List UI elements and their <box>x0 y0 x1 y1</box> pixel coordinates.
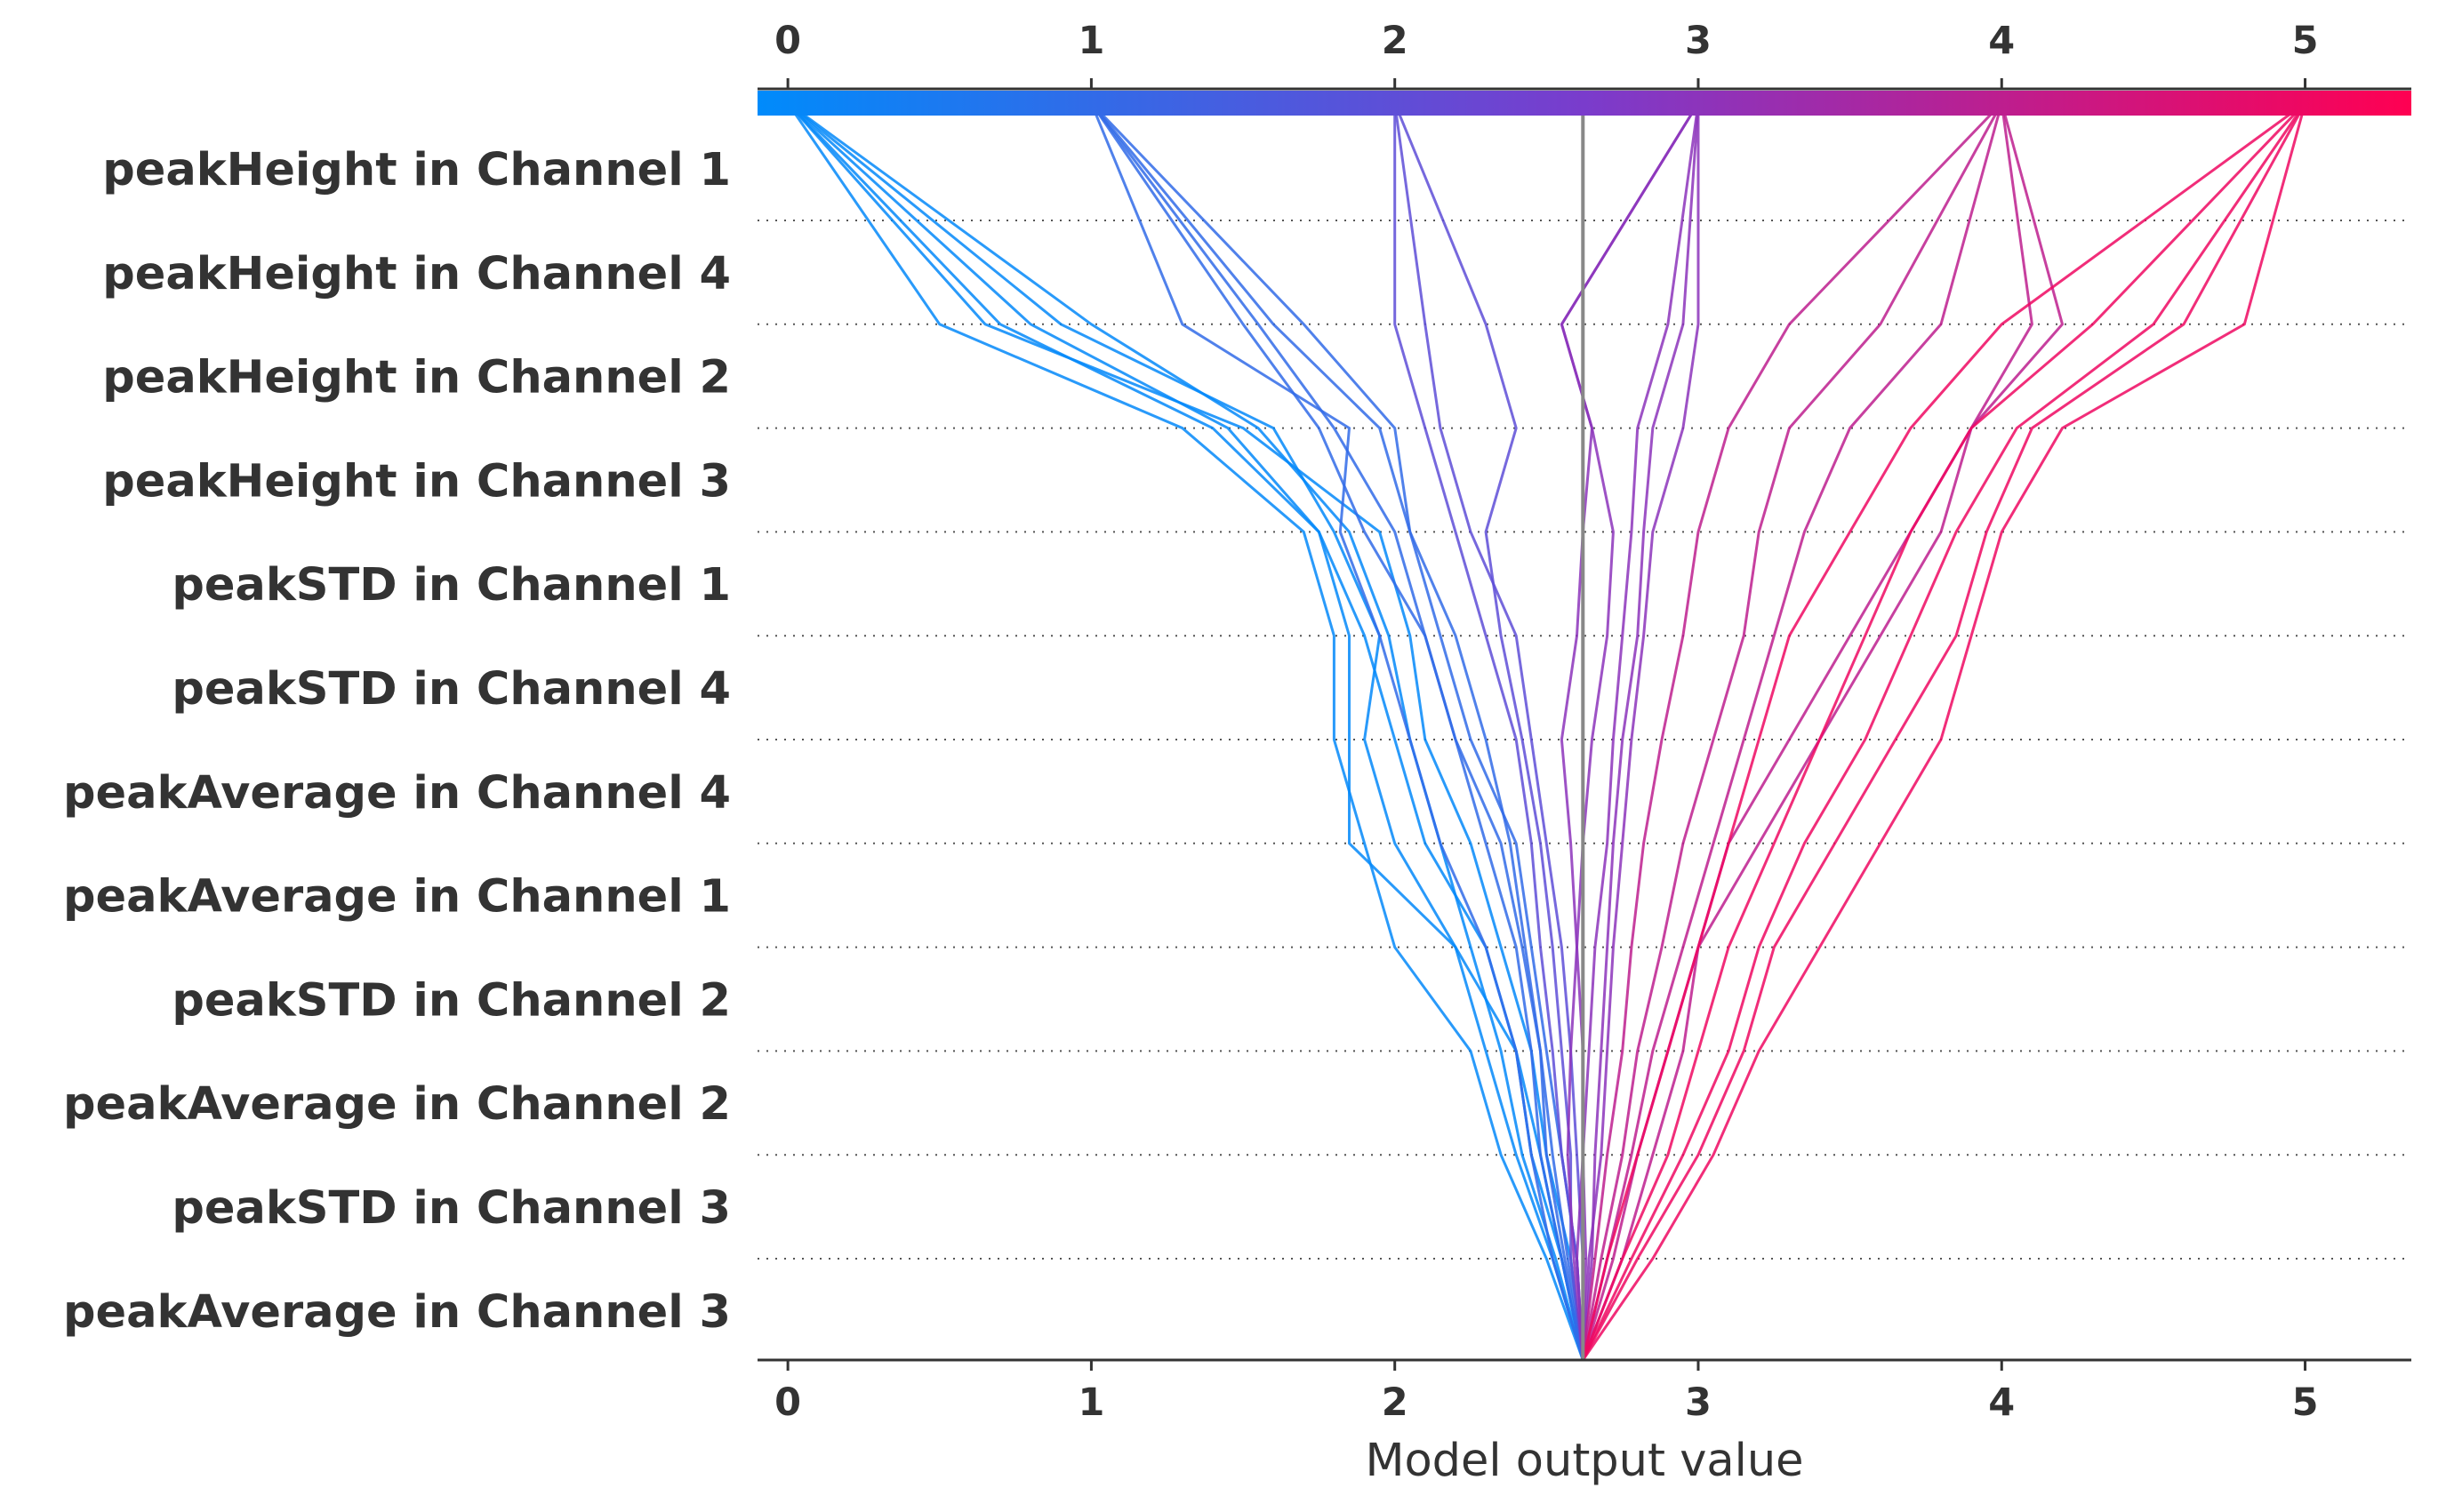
decision-line <box>1581 101 2306 1361</box>
top-tick-label: 5 <box>2292 19 2319 63</box>
feature-label: peakAverage in Channel 2 <box>63 1078 731 1131</box>
x-axis-title: Model output value <box>1365 1435 1803 1487</box>
feature-label: peakSTD in Channel 2 <box>172 974 731 1027</box>
bottom-tick-label: 0 <box>774 1380 801 1425</box>
decision-line <box>1090 102 1584 1361</box>
decision-line <box>1581 102 2306 1361</box>
feature-label: peakHeight in Channel 4 <box>102 248 731 300</box>
decision-line <box>1090 102 1584 1361</box>
decision-line <box>1581 103 1700 1361</box>
colorbar <box>758 91 2411 116</box>
feature-label: peakSTD in Channel 1 <box>172 559 731 612</box>
top-axis: 0 1 2 3 4 5 <box>758 19 2411 91</box>
bottom-axis: 0 1 2 3 4 5 <box>758 1358 2411 1425</box>
decision-line <box>1581 101 2306 1361</box>
decision-line <box>1581 102 2003 1361</box>
decision-line <box>1393 102 1584 1361</box>
bottom-tick-label: 4 <box>1988 1380 2015 1425</box>
decision-line <box>1581 102 2306 1361</box>
decision-line <box>1582 102 2307 1361</box>
decision-line <box>1090 102 1584 1361</box>
decision-line <box>1581 101 2003 1361</box>
feature-label: peakHeight in Channel 1 <box>102 144 731 196</box>
top-tick-label: 4 <box>1988 19 2015 63</box>
decision-lines <box>786 101 2307 1361</box>
decision-line <box>1581 102 2003 1361</box>
top-tick-label: 0 <box>774 19 801 63</box>
top-tick-label: 1 <box>1078 19 1104 63</box>
feature-label: peakSTD in Channel 4 <box>172 663 731 716</box>
top-tick-label: 3 <box>1685 19 1712 63</box>
feature-label: peakHeight in Channel 3 <box>102 455 731 508</box>
bottom-tick-label: 2 <box>1382 1380 1408 1425</box>
feature-label: peakSTD in Channel 3 <box>172 1182 731 1235</box>
feature-label: peakAverage in Channel 4 <box>63 767 731 820</box>
bottom-tick-label: 3 <box>1685 1380 1712 1425</box>
decision-line <box>1393 103 1584 1361</box>
decision-line <box>1560 102 1700 1361</box>
decision-line <box>787 101 1584 1361</box>
feature-label: peakAverage in Channel 3 <box>63 1286 731 1339</box>
decision-line <box>787 101 1584 1361</box>
feature-label: peakAverage in Channel 1 <box>63 871 731 924</box>
bottom-tick-label: 5 <box>2292 1380 2319 1425</box>
decision-line <box>1393 102 1584 1360</box>
feature-label: peakHeight in Channel 2 <box>102 352 731 404</box>
bottom-tick-label: 1 <box>1078 1380 1104 1425</box>
top-tick-label: 2 <box>1382 19 1408 63</box>
decision-line <box>1581 102 2033 1361</box>
decision-line <box>1581 102 1700 1361</box>
feature-labels: peakHeight in Channel 1 peakHeight in Cha… <box>63 144 731 1339</box>
